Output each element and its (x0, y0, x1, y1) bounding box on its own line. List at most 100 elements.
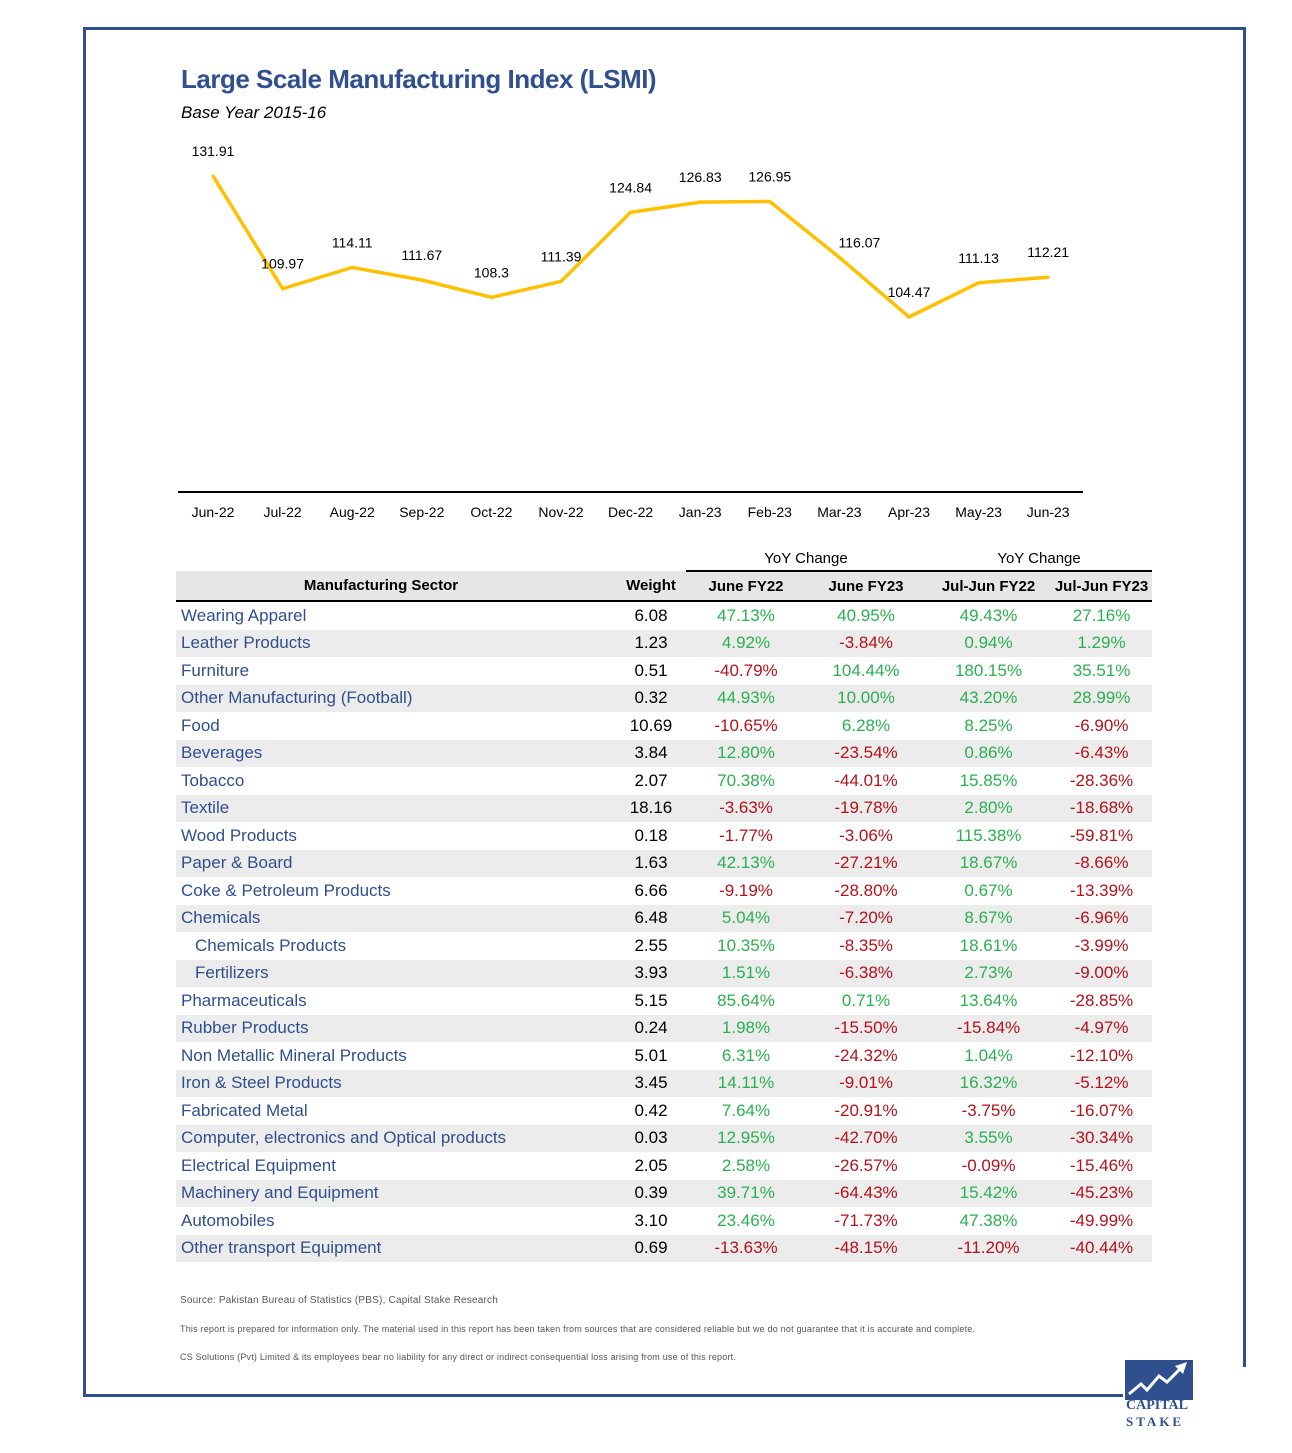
data-point (768, 199, 772, 203)
sector-name: Tobacco (181, 770, 245, 790)
table-row: Wearing Apparel 6.08 47.13% 40.95% 49.43% 27.… (176, 601, 1152, 630)
yoy-change-cell: -48.15% (806, 1234, 927, 1262)
sector-name: Food (181, 715, 220, 735)
yoy-change-cell: 15.85% (959, 770, 1018, 790)
yoy-change-cell: -3.06% (839, 825, 893, 845)
data-label: 114.11 (332, 234, 373, 250)
sector-name: Wood Products (181, 825, 297, 845)
data-label: 109.97 (261, 256, 304, 272)
yoy-change-cell: -28.80% (834, 880, 898, 900)
yoy-change-cell: 8.67% (926, 904, 1052, 932)
table-row: Fertilizers 3.93 1.51% -6.38% 2.73% -9.00% (176, 959, 1153, 987)
yoy-change-cell: -64.43% (806, 1179, 927, 1207)
yoy-change-cell: -40.44% (1051, 1234, 1153, 1262)
yoy-change-cell: 23.46% (717, 1210, 775, 1230)
weight-cell: 2.05 (634, 1155, 668, 1175)
yoy-change-cell: 49.43% (959, 605, 1018, 625)
x-tick-label: Sep-22 (399, 504, 444, 520)
yoy-change-cell: -28.36% (1069, 770, 1134, 790)
yoy-change-cell: 2.58% (721, 1155, 771, 1175)
sector-name: Chemicals Products (195, 935, 347, 955)
data-point (350, 265, 354, 269)
yoy-change-cell: -30.34% (1051, 1124, 1153, 1152)
yoy-change-cell: 42.13% (686, 849, 806, 877)
yoy-change-cell: -40.79% (714, 660, 778, 680)
sector-name: Machinery and Equipment (176, 1179, 586, 1207)
x-tick-label: Feb-23 (748, 504, 793, 520)
data-point (211, 174, 215, 178)
page-subtitle: Base Year 2015-16 (181, 103, 327, 122)
x-tick-label: Oct-22 (470, 504, 512, 520)
yoy-change-cell: -9.19% (719, 880, 773, 900)
sector-name: Beverages (176, 739, 586, 767)
disclaimer-text: This report is prepared for information … (180, 1324, 976, 1334)
yoy-change-cell: -24.32% (834, 1045, 898, 1065)
yoy-change-cell: -10.65% (714, 715, 778, 735)
page-title: Large Scale Manufacturing Index (LSMI) (181, 64, 657, 94)
frame-top-border (83, 27, 1246, 30)
yoy-change-cell: -3.63% (686, 794, 806, 822)
table-row: Chemicals 6.48 5.04% -7.20% 8.67% -6.96% (176, 904, 1153, 932)
sector-name: Electrical Equipment (181, 1155, 336, 1175)
yoy-change-cell: -8.66% (1051, 849, 1153, 877)
yoy-change-cell: 1.51% (686, 959, 806, 987)
table-row: Food 10.69 -10.65% 6.28% 8.25% -6.90% (176, 712, 1152, 740)
column-header: Jul-Jun FY22 (926, 571, 1052, 601)
weight-cell: 0.24 (586, 1014, 686, 1042)
yoy-change-cell: -23.54% (806, 739, 927, 767)
weight-cell: 18.16 (586, 794, 686, 822)
yoy-change-cell: 5.04% (686, 904, 806, 932)
yoy-change-cell: -6.90% (1074, 715, 1129, 735)
table-row: Beverages 3.84 12.80% -23.54% 0.86% -6.43% (176, 739, 1153, 767)
yoy-change-cell: 10.00% (806, 684, 927, 712)
yoy-change-cell: 0.71% (841, 990, 891, 1010)
sector-name: Fabricated Metal (181, 1100, 308, 1120)
yoy-change-cell: 6.31% (721, 1045, 771, 1065)
column-header: Jul-Jun FY23 (1051, 571, 1153, 601)
table-row: Computer, electronics and Optical produc… (176, 1124, 1153, 1152)
table-row: Pharmaceuticals 5.15 85.64% 0.71% 13.64% -28.… (176, 987, 1152, 1015)
weight-cell: 3.45 (586, 1069, 686, 1097)
yoy-change-cell: 0.94% (926, 629, 1052, 657)
yoy-change-cell: 18.61% (959, 935, 1018, 955)
yoy-change-cell: 3.55% (926, 1124, 1052, 1152)
data-point (489, 295, 493, 299)
sector-name: Iron & Steel Products (176, 1069, 586, 1097)
yoy-change-cell: -20.91% (834, 1100, 898, 1120)
yoy-change-cell: 47.38% (959, 1210, 1018, 1230)
frame-bottom-border (83, 1394, 1123, 1397)
yoy-change-cell: -26.57% (834, 1155, 898, 1175)
weight-cell: 3.84 (586, 739, 686, 767)
x-tick-label: Mar-23 (817, 504, 862, 520)
yoy-change-cell: -13.39% (1069, 880, 1134, 900)
group-spacer (176, 546, 586, 571)
yoy-change-cell: -19.78% (806, 794, 927, 822)
group-header-yoy-annual: YoY Change (926, 546, 1153, 572)
table-row: Leather Products 1.23 4.92% -3.84% 0.94% 1.29… (176, 629, 1153, 657)
yoy-change-cell: 39.71% (686, 1179, 806, 1207)
x-tick-label: Jul-22 (264, 504, 302, 520)
yoy-change-cell: -15.50% (806, 1014, 927, 1042)
data-point (629, 210, 633, 214)
yoy-change-cell: -8.35% (839, 935, 893, 955)
yoy-change-cell: 16.32% (926, 1069, 1052, 1097)
yoy-change-cell: -6.96% (1051, 904, 1153, 932)
yoy-change-cell: 35.51% (1072, 660, 1131, 680)
sector-table-container: YoY Change YoY Change Manufacturing Sect… (176, 546, 1153, 1262)
x-tick-label: Nov-22 (538, 504, 583, 520)
weight-cell: 6.66 (634, 880, 668, 900)
table-row: Chemicals Products 2.55 10.35% -8.35% 18.61%… (176, 932, 1152, 960)
yoy-change-cell: -71.73% (834, 1210, 898, 1230)
sector-name: Computer, electronics and Optical produc… (176, 1124, 586, 1152)
yoy-change-cell: 18.67% (926, 849, 1052, 877)
yoy-change-cell: 8.25% (964, 715, 1013, 735)
table-row: Other transport Equipment 0.69 -13.63% -48.… (176, 1234, 1153, 1262)
group-header-yoy-june: YoY Change (686, 546, 927, 572)
yoy-change-cell: 40.95% (837, 605, 895, 625)
weight-cell: 0.42 (634, 1100, 668, 1120)
yoy-change-cell: 12.95% (686, 1124, 806, 1152)
yoy-change-cell: -15.46% (1069, 1155, 1134, 1175)
sector-name: Furniture (181, 660, 250, 680)
x-tick-label: Dec-22 (608, 504, 653, 520)
data-point (1046, 275, 1050, 279)
